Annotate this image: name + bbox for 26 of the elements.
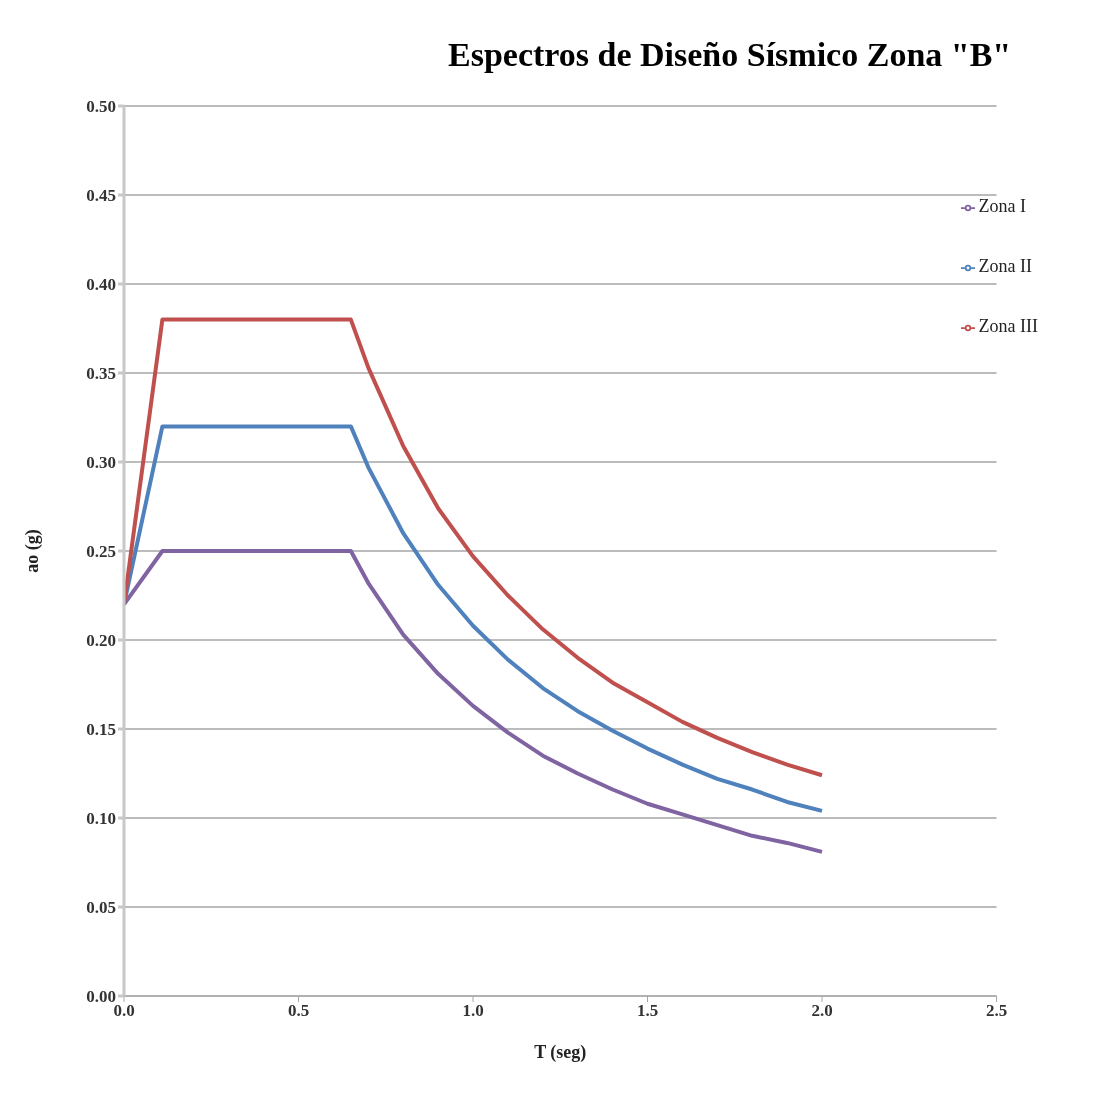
x-tick-label: 2.5 [985, 1001, 1008, 1021]
y-tick-label: 0.40 [86, 275, 116, 295]
y-tick-label: 0.15 [86, 720, 116, 740]
x-tick-label: 0.5 [287, 1001, 310, 1021]
legend-label: Zona III [978, 316, 1038, 336]
legend-label: Zona II [978, 256, 1033, 276]
y-tick-label: 0.45 [86, 186, 116, 206]
y-tick-label: 0.25 [86, 542, 116, 562]
x-tick-label: 1.5 [636, 1001, 659, 1021]
line-series [124, 424, 825, 813]
line-series [124, 317, 825, 778]
line-series [124, 549, 825, 854]
legend-label: Zona I [978, 196, 1027, 216]
y-tick-label: 0.05 [86, 898, 116, 918]
y-tick-label: 0.50 [86, 97, 116, 117]
y-tick-label: 0.30 [86, 453, 116, 473]
x-tick-label: 0.0 [113, 1001, 135, 1021]
y-tick-label: 0.00 [86, 987, 116, 1007]
x-axis-title: T (seg) [534, 1042, 587, 1063]
x-tick-label: 2.0 [811, 1001, 833, 1021]
chart-title: Espectros de Diseño Sísmico Zona "B" [447, 35, 1012, 75]
y-axis-title: ao (g) [22, 529, 44, 573]
y-tick-label: 0.10 [86, 809, 116, 829]
x-tick-label: 1.0 [462, 1001, 484, 1021]
y-tick-label: 0.20 [86, 631, 116, 651]
y-tick-label: 0.35 [86, 364, 116, 384]
